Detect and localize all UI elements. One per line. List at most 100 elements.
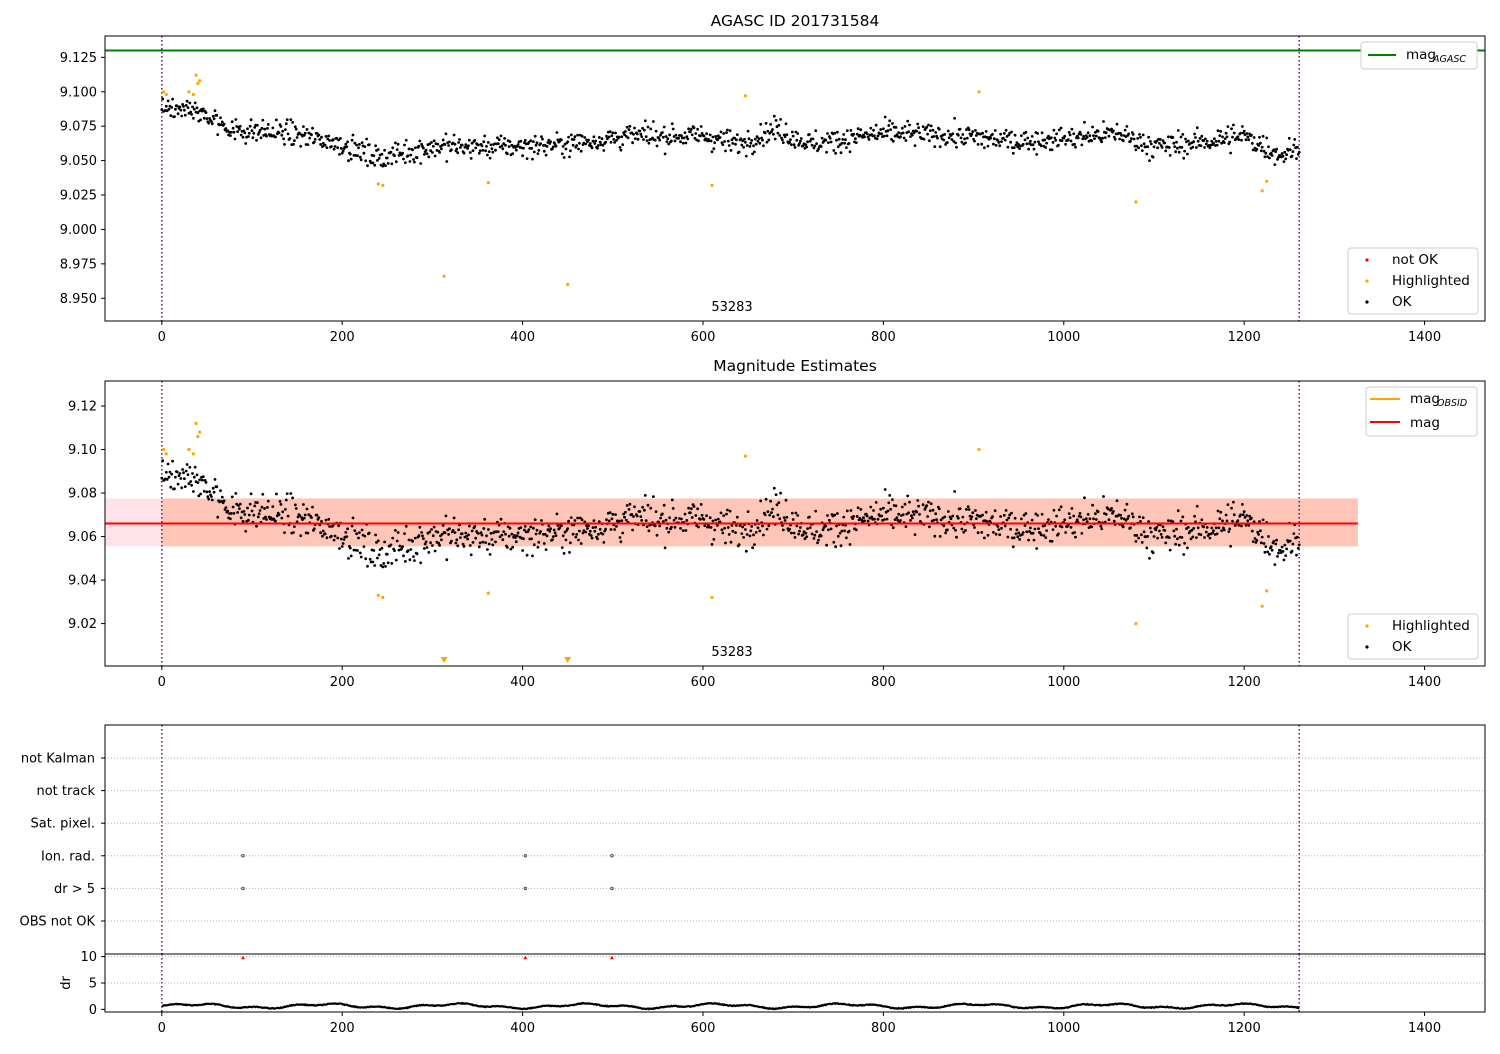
ok-point: [522, 537, 525, 541]
ok-point: [668, 133, 671, 137]
ok-point: [1043, 138, 1047, 142]
ok-point: [283, 143, 286, 146]
ok-point: [431, 144, 435, 148]
ok-point: [870, 515, 874, 519]
ok-point: [727, 533, 731, 536]
flag-category-label: dr > 5: [54, 882, 95, 897]
ok-point: [1112, 510, 1115, 513]
ok-point: [260, 505, 264, 509]
ok-point: [766, 129, 770, 133]
ok-point: [578, 516, 582, 520]
ok-point: [882, 518, 886, 521]
ok-point: [215, 113, 219, 117]
ok-point: [457, 141, 460, 144]
ok-point: [174, 475, 177, 479]
ok-point: [702, 518, 706, 521]
ok-point: [670, 139, 673, 143]
ok-point: [332, 147, 336, 151]
ok-point: [820, 136, 824, 140]
ok-point: [293, 125, 297, 129]
ok-point: [885, 517, 889, 521]
ok-point: [980, 142, 984, 146]
legend-ok-label: OK: [1392, 639, 1413, 655]
ok-point: [1296, 152, 1300, 156]
ok-point: [1067, 512, 1071, 515]
ok-point: [942, 138, 946, 142]
ok-point: [193, 101, 197, 105]
ok-point: [456, 151, 460, 155]
ok-point: [901, 513, 905, 516]
ok-point: [961, 133, 965, 136]
ok-point: [581, 531, 585, 535]
x-tick-label: 0: [158, 1021, 166, 1036]
ok-point: [1287, 136, 1291, 140]
ok-point: [1060, 525, 1064, 529]
ok-point: [843, 141, 846, 145]
ok-point: [816, 541, 819, 545]
legend-not-ok-marker: [1365, 258, 1369, 262]
ok-point: [418, 139, 422, 143]
ok-point: [824, 138, 828, 142]
ok-point: [1085, 520, 1089, 524]
ok-point: [430, 141, 433, 144]
ok-point: [808, 526, 812, 529]
ok-point: [292, 531, 295, 534]
ok-point: [455, 147, 459, 151]
ok-point: [652, 495, 655, 498]
ok-point: [882, 127, 885, 131]
ok-point: [529, 525, 533, 529]
ok-point: [192, 490, 195, 493]
ok-point: [661, 131, 664, 134]
ok-point: [838, 531, 842, 535]
x-tick-label: 600: [691, 1021, 716, 1036]
ok-point: [1081, 137, 1085, 141]
ok-point: [644, 519, 648, 522]
ok-point: [1250, 529, 1254, 533]
ok-point: [474, 146, 478, 150]
ok-point: [934, 131, 938, 134]
ok-point: [1016, 145, 1020, 149]
ok-point: [1267, 145, 1270, 149]
ok-point: [680, 517, 683, 521]
ok-point: [1002, 132, 1006, 135]
ok-point: [175, 470, 179, 474]
ok-point: [337, 524, 340, 528]
ok-point: [1258, 135, 1261, 139]
ok-point: [555, 512, 559, 516]
ok-point: [694, 514, 698, 517]
ok-point: [854, 528, 858, 532]
flags-frame: [104, 724, 1486, 955]
ok-point: [293, 525, 296, 528]
ok-point: [1070, 507, 1074, 510]
ok-point: [288, 137, 292, 140]
ok-point: [728, 129, 732, 133]
dr-clipped-marker: [609, 955, 614, 960]
panel1-x-axis: 0 200 400 600 800 1000 1200 1400: [158, 321, 1441, 345]
ok-point: [726, 139, 730, 143]
ok-point: [907, 511, 910, 515]
ok-point: [1057, 508, 1061, 512]
ok-point: [425, 546, 429, 549]
ok-point: [709, 526, 713, 529]
ok-point: [191, 105, 194, 109]
ok-point: [1142, 142, 1146, 146]
ok-point: [406, 549, 410, 553]
ok-point: [252, 131, 256, 135]
ok-point: [533, 134, 537, 138]
ok-point: [256, 515, 260, 519]
ok-point: [1158, 141, 1161, 145]
ok-point: [777, 123, 781, 127]
ok-point: [790, 130, 794, 134]
ok-point: [514, 540, 518, 544]
ok-point: [303, 513, 307, 517]
ok-point: [725, 131, 728, 135]
ok-point: [873, 517, 876, 521]
ok-point: [210, 495, 213, 498]
ok-point: [266, 506, 269, 509]
ok-point: [964, 529, 967, 532]
ok-point: [527, 141, 531, 144]
ok-point: [1045, 529, 1048, 532]
ok-point: [623, 133, 626, 137]
ok-point: [692, 505, 696, 508]
ok-point: [671, 127, 675, 131]
